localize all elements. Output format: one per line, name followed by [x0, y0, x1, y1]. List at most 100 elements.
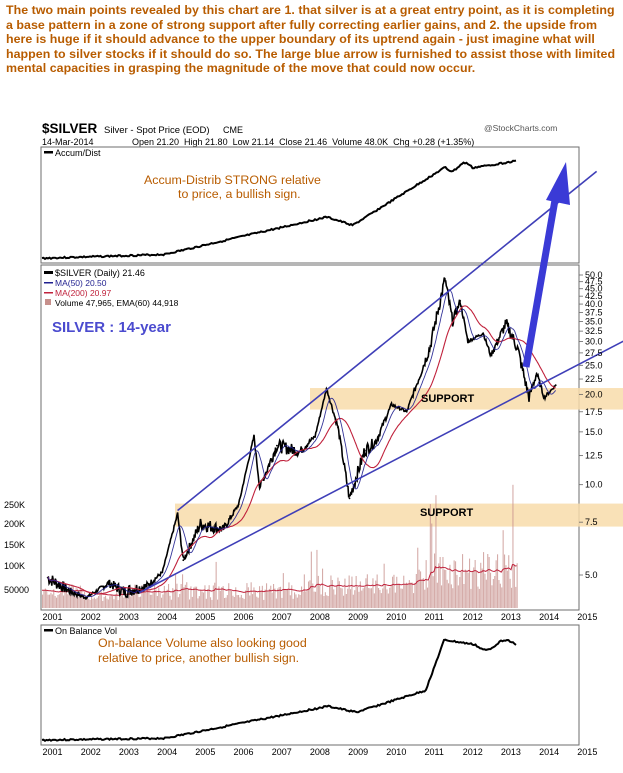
volume-bar: [406, 582, 408, 608]
y-tick-label: 32.5: [585, 326, 603, 336]
volume-bar: [229, 590, 231, 608]
volume-bar: [288, 582, 290, 608]
volume-bar: [315, 591, 317, 608]
volume-bar: [413, 593, 415, 608]
volume-bar: [386, 589, 388, 608]
volume-bar: [467, 572, 469, 608]
volume-tick-label: 250K: [4, 500, 25, 510]
volume-bar: [308, 581, 310, 608]
volume-bar: [260, 590, 262, 608]
x-tick-label: 2010: [386, 612, 406, 622]
volume-bar: [156, 596, 158, 608]
ma200-line: [47, 305, 556, 595]
volume-bar: [302, 591, 304, 608]
volume-bar: [60, 584, 62, 608]
volume-bar: [393, 574, 395, 608]
volume-bar: [355, 576, 357, 608]
volume-bar: [299, 595, 301, 608]
volume-bar: [141, 585, 143, 608]
volume-bar: [177, 597, 179, 608]
price-point-24: [428, 347, 431, 350]
volume-bar: [495, 560, 497, 608]
volume-bar: [319, 585, 321, 608]
volume-bar: [96, 597, 98, 608]
volume-bar: [271, 592, 273, 608]
volume-bar: [49, 594, 51, 608]
volume-bar: [187, 589, 189, 608]
volume-bar: [385, 584, 387, 608]
volume-y-axis: 250K 200K 150K 100K 50000: [4, 500, 29, 595]
price-panel: [40, 264, 580, 611]
volume-bar: [341, 588, 343, 608]
volume-bar: [362, 588, 364, 608]
volume-bar: [380, 593, 382, 608]
volume-bar: [427, 587, 429, 608]
volume-bar: [54, 596, 56, 608]
volume-bar: [309, 580, 311, 608]
volume-bar: [82, 593, 84, 608]
volume-bar: [158, 587, 160, 608]
volume-bar: [194, 586, 196, 608]
volume-bar: [105, 595, 107, 608]
volume-bar: [456, 574, 458, 608]
volume-bar: [95, 599, 97, 608]
volume-bar: [247, 587, 249, 608]
volume-bar: [407, 584, 409, 608]
obv-annotation-line2: relative to price, another bullish sign.: [98, 651, 299, 665]
volume-bar: [228, 583, 230, 608]
volume-bar: [289, 595, 291, 608]
volume-bar: [334, 594, 336, 608]
volume-bar: [218, 586, 220, 608]
volume-bar: [504, 554, 506, 608]
volume-bar: [364, 587, 366, 608]
volume-bar: [450, 584, 452, 608]
price-point-3: [107, 582, 110, 584]
volume-bar: [320, 594, 322, 608]
x-tick-label: 2013: [501, 747, 521, 757]
volume-bar: [351, 576, 353, 608]
volume-bar: [347, 588, 349, 608]
volume-bar: [441, 585, 443, 608]
volume-bar: [219, 590, 221, 608]
volume-bar: [322, 568, 324, 608]
legend-price-swatch: [44, 271, 53, 274]
price-point-6: [161, 571, 164, 574]
volume-bar: [481, 568, 483, 608]
y-tick-label: 27.5: [585, 348, 603, 358]
price-point-4: [123, 590, 125, 593]
volume-bar: [350, 589, 352, 608]
volume-bar: [303, 574, 305, 608]
x-tick-label: 2004: [157, 747, 177, 757]
y-tick-label: 17.5: [585, 407, 603, 417]
x-tick-label: 2008: [310, 747, 330, 757]
volume-bar: [291, 585, 293, 608]
volume-bar: [72, 585, 74, 608]
header-credit: @StockCharts.com: [484, 123, 557, 133]
volume-bar: [102, 600, 104, 608]
volume-bar: [92, 598, 94, 608]
volume-bar: [191, 596, 193, 608]
volume-bar: [47, 594, 49, 608]
volume-bar: [214, 582, 216, 608]
volume-bar: [506, 570, 508, 608]
volume-bar: [358, 591, 360, 608]
volume-bar: [130, 596, 132, 608]
volume-bar: [155, 589, 157, 608]
volume-bar: [473, 567, 475, 608]
volume-bar: [459, 577, 461, 608]
volume-bar: [184, 584, 186, 608]
price-point-16: [314, 435, 316, 438]
volume-bar: [421, 579, 423, 608]
volume-bar: [284, 588, 286, 608]
volume-bar: [422, 578, 424, 608]
y-tick-label: 37.5: [585, 307, 603, 317]
volume-bar: [217, 599, 219, 608]
volume-bar: [246, 583, 248, 608]
volume-bar: [275, 598, 277, 608]
volume-bar: [439, 557, 441, 608]
volume-bar: [70, 591, 72, 608]
volume-bar: [75, 588, 77, 608]
price-legend: $SILVER (Daily) 21.46 MA(50) 20.50 MA(20…: [44, 268, 179, 308]
price-point-14: [276, 444, 278, 447]
